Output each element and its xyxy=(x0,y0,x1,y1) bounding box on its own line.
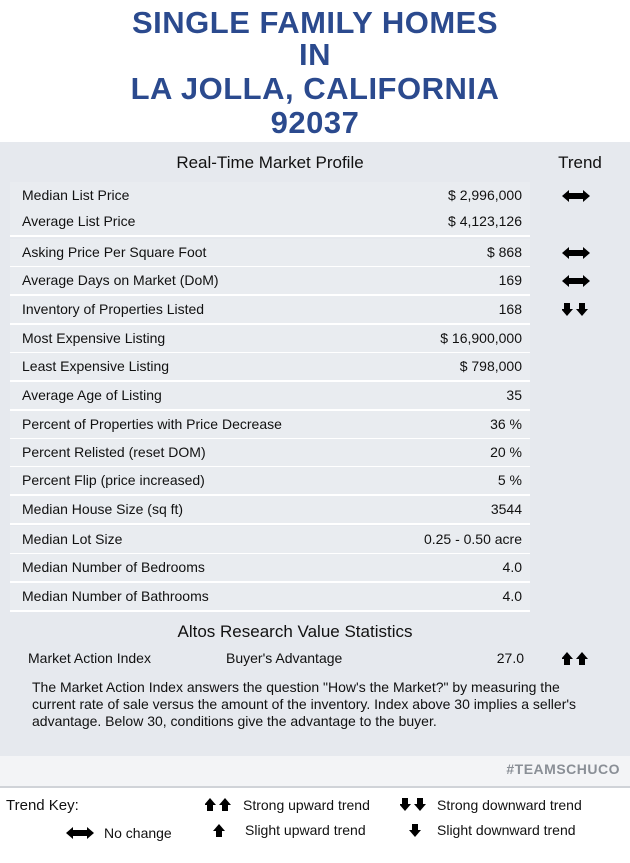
title-line: SINGLE FAMILY HOMES xyxy=(131,5,499,40)
row-value: 36 % xyxy=(490,416,522,432)
key-icon xyxy=(409,824,421,837)
row-value: 4.0 xyxy=(502,559,522,575)
table-row: Most Expensive Listing $ 16,900,000 xyxy=(10,325,530,354)
table-row: Asking Price Per Square Foot $ 868 xyxy=(10,239,530,268)
table-row: Average List Price $ 4,123,126 xyxy=(10,208,530,237)
row-label: Least Expensive Listing xyxy=(22,358,170,374)
key-icon xyxy=(205,798,231,811)
row-value: $ 2,996,000 xyxy=(448,187,522,203)
table-row: Median List Price $ 2,996,000 xyxy=(10,182,530,211)
row-value: $ 16,900,000 xyxy=(440,330,522,346)
table-row: Inventory of Properties Listed 168 xyxy=(10,296,530,325)
table-row: Average Days on Market (DoM) 169 xyxy=(10,267,530,296)
trend-icon xyxy=(562,275,590,287)
title-line: 92037 xyxy=(270,105,360,140)
row-value: 35 xyxy=(506,387,522,403)
table-row: Least Expensive Listing $ 798,000 xyxy=(10,353,530,382)
row-value: $ 4,123,126 xyxy=(448,213,522,229)
row-value: 169 xyxy=(498,272,522,288)
row-label: Median House Size (sq ft) xyxy=(22,501,184,517)
row-value: $ 868 xyxy=(486,244,522,260)
key-icon xyxy=(66,827,94,839)
row-value: 168 xyxy=(498,301,522,317)
trend-icon xyxy=(562,303,588,316)
altos-heading: Altos Research Value Statistics xyxy=(177,622,413,641)
hashtag: #TEAMSCHUCO xyxy=(506,761,620,777)
table-row: Percent Flip (price increased) 5 % xyxy=(10,467,530,496)
row-value: 0.25 - 0.50 acre xyxy=(423,531,522,547)
row-label: Most Expensive Listing xyxy=(22,330,166,346)
key-label: No change xyxy=(104,825,172,841)
altos-value: 27.0 xyxy=(496,650,524,666)
divider xyxy=(0,786,630,788)
title-line: LA JOLLA, CALIFORNIA xyxy=(130,71,500,106)
row-label: Median List Price xyxy=(22,187,130,203)
trend-icon xyxy=(562,247,590,259)
key-label: Slight upward trend xyxy=(245,822,366,838)
row-label: Percent Flip (price increased) xyxy=(22,472,205,488)
key-label: Strong downward trend xyxy=(437,797,582,813)
table-row: Percent Relisted (reset DOM) 20 % xyxy=(10,439,530,468)
row-label: Percent of Properties with Price Decreas… xyxy=(22,416,282,432)
hash-band xyxy=(0,756,630,786)
altos-description: The Market Action Index answers the ques… xyxy=(32,679,577,729)
row-label: Inventory of Properties Listed xyxy=(22,301,205,317)
row-value: 5 % xyxy=(497,472,522,488)
table-row: Average Age of Listing 35 xyxy=(10,382,530,411)
key-icon xyxy=(213,824,225,837)
row-label: Average List Price xyxy=(22,213,136,229)
row-label: Median Number of Bedrooms xyxy=(22,559,205,575)
table-row: Median Number of Bedrooms 4.0 xyxy=(10,554,530,583)
table-row: Median Number of Bathrooms 4.0 xyxy=(10,583,530,612)
row-label: Percent Relisted (reset DOM) xyxy=(22,444,206,460)
altos-label: Market Action Index xyxy=(28,650,151,666)
title-line: IN xyxy=(299,37,331,72)
row-label: Median Lot Size xyxy=(22,531,123,547)
row-label: Average Age of Listing xyxy=(22,387,162,403)
row-value: $ 798,000 xyxy=(459,358,522,374)
table-row: Median House Size (sq ft) 3544 xyxy=(10,496,530,525)
trend-icon xyxy=(562,190,590,202)
key-icon xyxy=(400,798,426,811)
table-row: Median Lot Size 0.25 - 0.50 acre xyxy=(10,526,530,555)
table-row: Percent of Properties with Price Decreas… xyxy=(10,411,530,440)
row-value: 20 % xyxy=(490,444,522,460)
altos-status: Buyer's Advantage xyxy=(226,650,343,666)
row-label: Median Number of Bathrooms xyxy=(22,588,209,604)
trend-heading: Trend xyxy=(558,153,602,172)
profile-heading: Real-Time Market Profile xyxy=(176,153,364,172)
key-label: Slight downward trend xyxy=(437,822,576,838)
row-label: Average Days on Market (DoM) xyxy=(22,272,219,288)
key-label: Strong upward trend xyxy=(243,797,370,813)
row-value: 3544 xyxy=(490,501,522,517)
trend-icon xyxy=(562,652,588,665)
trend-key-title: Trend Key: xyxy=(6,797,79,814)
row-value: 4.0 xyxy=(502,588,522,604)
row-label: Asking Price Per Square Foot xyxy=(22,244,207,260)
